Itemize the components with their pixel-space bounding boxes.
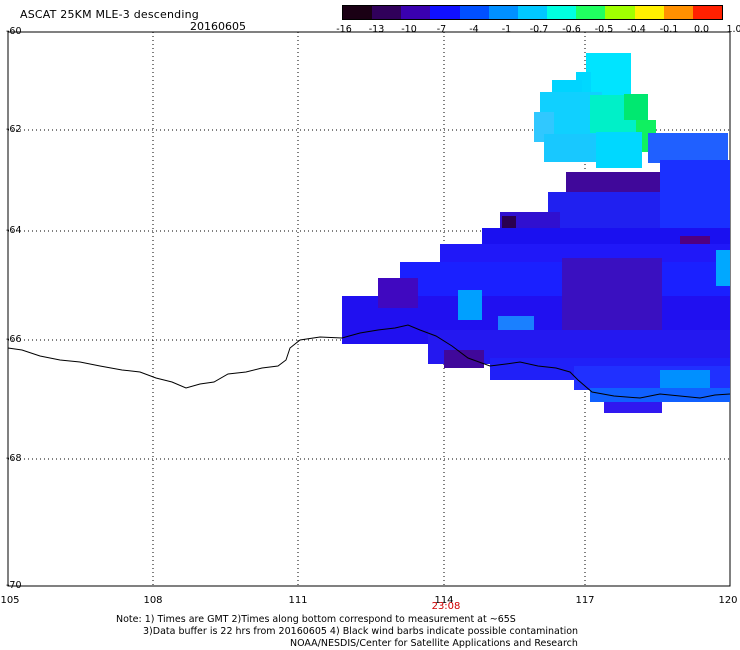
wind-swath-main [342,160,730,413]
colorbar-cell [663,6,693,19]
colorbar-cell [459,6,489,19]
lat-label-64: -64 [6,224,22,236]
lat-label-60: -60 [6,25,22,37]
lon-label-114: 114 [434,595,454,606]
colorbar-tick-label: -0.5 [594,24,614,35]
colorbar-tick-label: -0.4 [627,24,646,35]
colorbar-tick-label: -0.1 [659,24,679,35]
lon-label-105: 105 [0,595,20,606]
colorbar-tick-label: -0.6 [562,24,581,35]
lon-label-120: 120 [718,595,738,606]
colorbar-cell [343,6,373,19]
colorbar-tick-label: -1 [501,24,512,35]
colorbar-tick-label: 1.0 [726,24,740,35]
colorbar-tick-label: -13 [368,24,385,35]
colorbar-tick-label: -16 [336,24,352,35]
lat-label-68: -68 [6,452,22,464]
note-line-3: NOAA/NESDIS/Center for Satellite Applica… [290,638,578,649]
map-date: 20160605 [190,20,246,33]
colorbar-cell [517,6,548,19]
colorbar-tick-label: -4 [469,24,479,35]
lat-label-62: -62 [6,123,22,135]
antarctic-coastline [7,324,731,399]
colorbar-cell [692,6,723,19]
map-title: ASCAT 25KM MLE-3 descending [20,8,199,21]
note-line-2: 3)Data buffer is 22 hrs from 20160605 4)… [143,626,579,637]
colorbar [342,5,723,20]
colorbar-tick-label: -10 [401,24,417,35]
lat-label-66: -66 [6,333,22,345]
lon-label-117: 117 [575,595,595,606]
colorbar-cell [372,6,402,19]
colorbar-cell [488,6,518,19]
colorbar-cell [547,6,577,19]
colorbar-cell [401,6,431,19]
colorbar-tick-label: 0.0 [693,24,710,35]
colorbar-cell [634,6,664,19]
lon-label-111: 111 [288,595,308,606]
colorbar-tick-label: -7 [436,24,447,35]
colorbar-tick-labels: -16 -13 -10 -7 -4 -1 -0.7 -0.6 -0.5 -0.4 -0.1 0.0 1.… [328,24,740,38]
colorbar-cell [605,6,635,19]
lat-label-70: -70 [6,579,22,591]
lon-label-108: 108 [143,595,163,606]
colorbar-tick-label: -0.7 [529,24,549,35]
colorbar-cell [576,6,606,19]
wind-swath-north [534,53,728,168]
colorbar-cell [430,6,460,19]
note-line-1: Note: 1) Times are GMT 2)Times along bot… [116,614,516,625]
pass-time-label: 23:08 [431,601,461,612]
